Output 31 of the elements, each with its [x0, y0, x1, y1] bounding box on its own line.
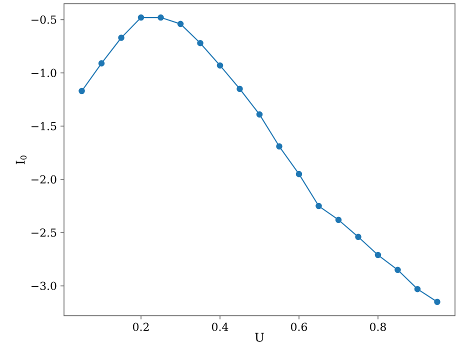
- point: [118, 34, 124, 41]
- point: [414, 286, 421, 292]
- point: [78, 88, 85, 94]
- point: [355, 234, 362, 240]
- point: [374, 252, 382, 258]
- point: [316, 202, 322, 210]
- point: [216, 62, 224, 69]
- point: [335, 216, 342, 224]
- point: [158, 14, 164, 21]
- y-tick-label: −3.0: [32, 282, 56, 290]
- y-tick-label: −2.5: [32, 228, 56, 237]
- point: [434, 298, 440, 305]
- point: [177, 20, 184, 28]
- point: [197, 40, 204, 46]
- y-tick-label: −2.0: [32, 175, 56, 184]
- y-tick-label: −1.0: [32, 68, 56, 78]
- x-tick-label: 0.4: [212, 322, 228, 331]
- y-axis-title: I$_{0}$: [16, 156, 27, 164]
- y-tick-label: −0.5: [32, 16, 56, 24]
- point: [138, 14, 144, 21]
- point: [276, 143, 282, 150]
- x-tick-label: 0.6: [290, 322, 308, 331]
- x-axis-title: U: [255, 332, 264, 342]
- y-tick-label: −1.5: [32, 122, 56, 130]
- point: [394, 266, 401, 274]
- point: [296, 170, 302, 178]
- point: [236, 86, 243, 92]
- point: [256, 111, 263, 118]
- x-tick-label: 0.2: [133, 322, 149, 331]
- point: [98, 60, 105, 66]
- x-tick-label: 0.8: [370, 322, 386, 331]
